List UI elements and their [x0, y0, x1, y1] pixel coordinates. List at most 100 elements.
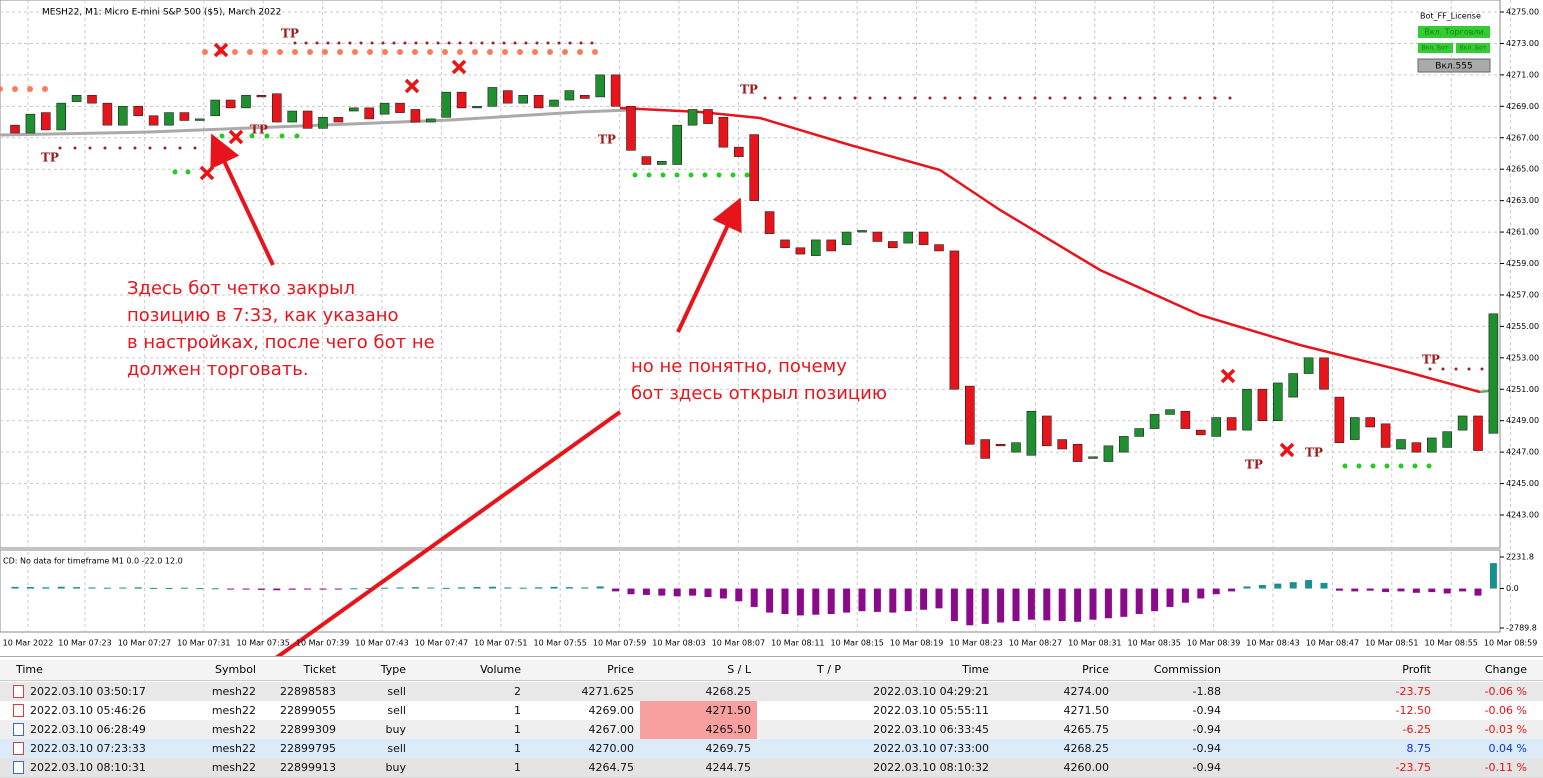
histogram-bar — [1335, 588, 1343, 591]
time-label: 10 Mar 07:23 — [58, 639, 111, 648]
candle — [56, 102, 67, 131]
cell-price: 4270.00 — [588, 742, 635, 755]
column-header: Time — [16, 663, 43, 676]
candle — [102, 102, 113, 126]
cell-sl: 4244.75 — [705, 761, 752, 774]
cell-volume: 1 — [514, 704, 521, 717]
histogram-bar — [442, 587, 450, 589]
histogram-bar — [1382, 588, 1390, 593]
candle — [456, 91, 467, 109]
candle — [1211, 417, 1221, 437]
column-header: Symbol — [215, 663, 256, 676]
histogram-bar — [196, 588, 204, 590]
cell-commission: -1.88 — [1192, 685, 1221, 698]
sl-highlight — [640, 701, 757, 720]
histogram-bar — [1166, 588, 1174, 607]
bot-button-label[interactable]: Вкл. Бот — [1422, 45, 1449, 52]
cell-close-time: 2022.03.10 05:55:11 — [873, 704, 989, 717]
candle — [133, 106, 143, 117]
cell-time: 2022.03.10 05:46:26 — [30, 704, 146, 717]
histogram-bar — [227, 588, 235, 590]
tp-label: TP — [250, 123, 268, 137]
bot-button[interactable] — [1418, 43, 1453, 53]
histogram-bar — [411, 587, 419, 589]
order-icon — [13, 761, 24, 774]
histogram-bar — [581, 587, 589, 589]
cell-close-price: 4274.00 — [1063, 685, 1110, 698]
bot-button[interactable] — [1456, 43, 1490, 53]
histogram-bar — [180, 587, 188, 589]
histogram-bar — [981, 588, 989, 624]
histogram-bar — [704, 588, 712, 598]
close-cross — [451, 59, 467, 75]
histogram-bar — [796, 588, 804, 616]
annotation: должен торговать. — [127, 359, 309, 380]
trade-history: Time Symbol Ticket Type Volume Price S / L T / … — [0, 656, 1543, 778]
histogram-bar — [103, 587, 111, 589]
time-label: 10 Mar 08:23 — [949, 639, 1002, 648]
trade-button[interactable] — [1418, 26, 1490, 38]
555-button-label[interactable]: Вкл.555 — [1435, 62, 1472, 72]
cell-sl: 4271.50 — [705, 704, 752, 717]
cell-profit: -6.25 — [1402, 723, 1431, 736]
indicator-axis-label: 0.0 — [1506, 584, 1519, 593]
candle — [1411, 442, 1422, 453]
order-icon — [13, 685, 24, 698]
time-label: 10 Mar 2022 — [3, 639, 54, 648]
candle — [364, 107, 375, 120]
candle — [887, 241, 898, 249]
annotation: бот здесь открыл позицию — [631, 383, 887, 404]
candle — [872, 231, 883, 242]
cell-ticket: 22899055 — [280, 704, 336, 717]
cell-ticket: 22899309 — [280, 723, 336, 736]
candle — [918, 231, 929, 245]
cell-close-price: 4260.00 — [1063, 761, 1110, 774]
histogram-bar — [550, 586, 558, 589]
histogram-bar — [88, 587, 96, 589]
bot-button-label[interactable]: Вкл. Бот — [1460, 45, 1487, 52]
histogram-bar — [612, 588, 620, 592]
histogram-bar — [1212, 588, 1220, 595]
trade-button-label[interactable]: Вкл. Торговли — [1424, 28, 1484, 37]
candle — [1226, 417, 1237, 431]
arrow — [210, 133, 275, 266]
candle — [241, 95, 251, 109]
time-label: 10 Mar 08:27 — [1009, 639, 1062, 648]
cell-commission: -0.94 — [1192, 742, 1221, 755]
histogram-bar — [1397, 588, 1405, 592]
candle — [703, 109, 713, 124]
cell-commission: -0.94 — [1192, 704, 1221, 717]
candle — [395, 102, 405, 113]
cell-sl: 4269.75 — [705, 742, 752, 755]
candle — [1427, 437, 1437, 453]
cell-symbol: mesh22 — [211, 742, 256, 755]
price-label: 4243.00 — [1506, 511, 1539, 520]
histogram-bar — [11, 586, 19, 589]
histogram-bar — [396, 587, 404, 589]
close-cross — [1220, 368, 1236, 384]
price-label: 4251.00 — [1506, 385, 1539, 394]
candle — [672, 124, 683, 165]
column-header: Type — [380, 663, 406, 676]
candle — [425, 118, 436, 123]
tp-label: TP — [1305, 446, 1323, 460]
cell-volume: 1 — [514, 723, 521, 736]
candle — [1119, 436, 1129, 453]
histogram-bar — [673, 588, 681, 597]
histogram-bar — [504, 587, 512, 589]
indicator-axis-label: 2231.8 — [1506, 553, 1534, 562]
candle — [1103, 445, 1114, 462]
cell-volume: 1 — [514, 761, 521, 774]
histogram-bar — [473, 586, 481, 589]
arrows — [210, 133, 742, 656]
555-button[interactable] — [1417, 58, 1491, 73]
indicator-axis-label: -2789.8 — [1506, 624, 1537, 633]
candle — [1396, 439, 1406, 450]
candle — [271, 93, 282, 123]
histogram-bar — [1197, 588, 1205, 599]
candle — [1165, 409, 1175, 415]
price-label: 4265.00 — [1506, 165, 1539, 174]
histogram-bar — [381, 587, 389, 589]
cell-time: 2022.03.10 08:10:31 — [30, 761, 146, 774]
candle — [256, 95, 267, 98]
